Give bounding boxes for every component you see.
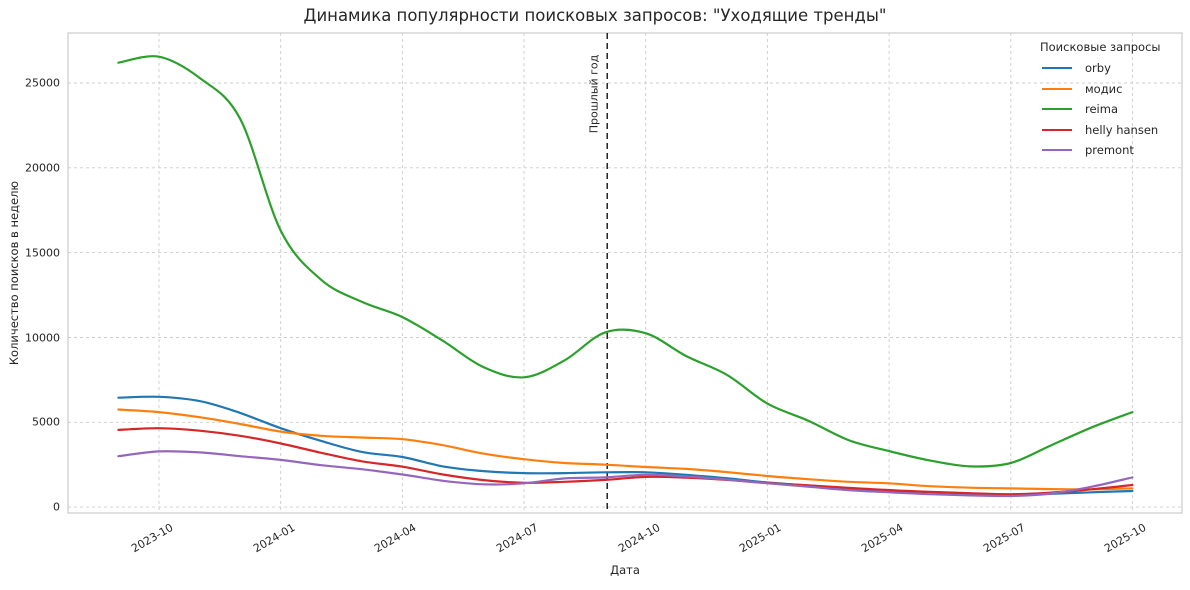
legend-label: модис bbox=[1085, 81, 1123, 96]
series-line-helly-hansen bbox=[117, 427, 1134, 496]
legend-line-swatch bbox=[1042, 128, 1072, 131]
legend-item-helly-hansen: helly hansen bbox=[1032, 120, 1184, 141]
series-line-reima bbox=[117, 55, 1134, 468]
legend-item-orby: orby bbox=[1032, 58, 1184, 79]
legend-item-модис: модис bbox=[1032, 79, 1184, 100]
y-tick-label: 20000 bbox=[25, 161, 60, 175]
y-tick-label: 10000 bbox=[25, 331, 60, 344]
annotation-label: Прошлый год bbox=[587, 54, 601, 134]
legend-line-swatch bbox=[1042, 67, 1072, 70]
legend-item-premont: premont bbox=[1032, 140, 1184, 161]
legend-line-swatch bbox=[1042, 149, 1072, 152]
legend-item-reima: reima bbox=[1032, 99, 1184, 120]
y-tick-label: 0 bbox=[53, 500, 60, 514]
series-line-premont bbox=[117, 450, 1134, 498]
legend-label: helly hansen bbox=[1085, 122, 1159, 137]
legend-rows: orby модис reima helly hansen premont bbox=[1032, 58, 1184, 161]
y-tick-label: 25000 bbox=[25, 76, 60, 90]
axes-spines bbox=[67, 32, 1183, 514]
legend-line-swatch bbox=[1042, 87, 1072, 90]
legend: Поисковые запросы orby модис reima helly ha… bbox=[1032, 40, 1184, 161]
y-tick-label: 5000 bbox=[32, 415, 60, 429]
series-line-orby bbox=[117, 395, 1134, 496]
legend-label: orby bbox=[1085, 61, 1111, 76]
y-tick-label: 15000 bbox=[25, 246, 60, 260]
series-line-модис bbox=[117, 408, 1134, 491]
legend-title: Поисковые запросы bbox=[1040, 40, 1161, 54]
legend-label: premont bbox=[1085, 143, 1134, 158]
legend-label: reima bbox=[1085, 102, 1118, 117]
x-axis-label: Дата bbox=[610, 563, 640, 577]
chart-title: Динамика популярности поисковых запросов… bbox=[303, 6, 887, 25]
legend-line-swatch bbox=[1042, 108, 1072, 111]
